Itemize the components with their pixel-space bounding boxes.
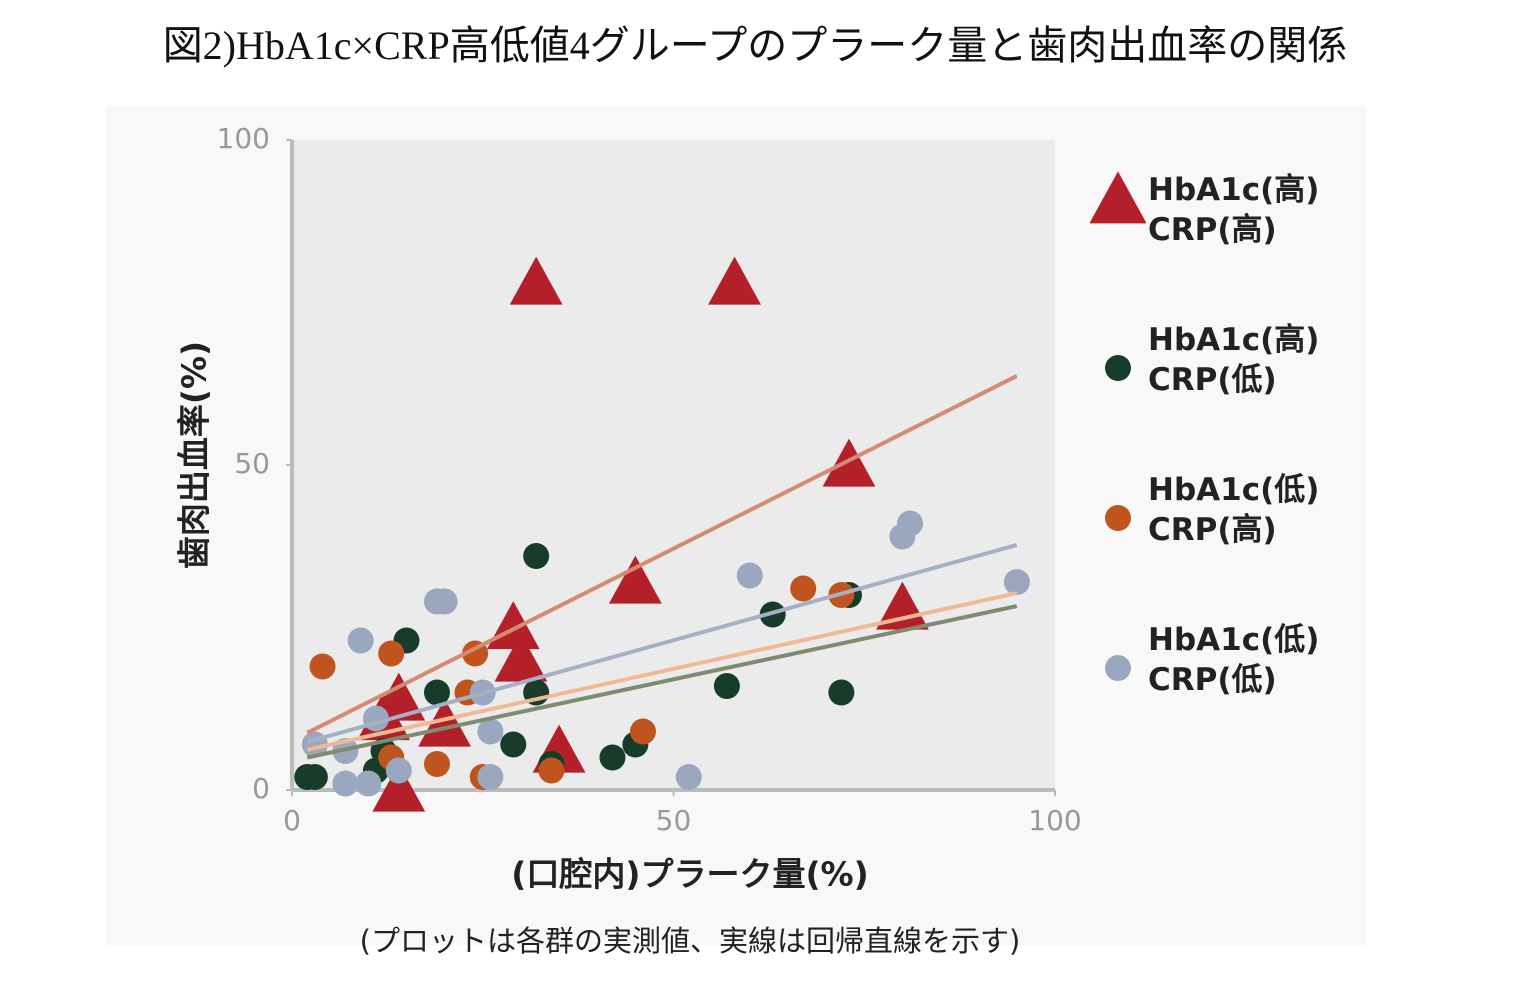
marker xyxy=(431,588,458,615)
marker xyxy=(538,757,565,784)
marker xyxy=(897,510,924,537)
regression-line xyxy=(306,374,1018,735)
marker xyxy=(355,770,382,797)
x-axis-label: (口腔内)プラーク量(%) xyxy=(511,855,868,894)
x-tick-label: 100 xyxy=(1028,804,1081,837)
marker xyxy=(500,731,527,758)
legend-symbol xyxy=(1105,355,1131,381)
marker xyxy=(347,627,374,654)
legend-symbol xyxy=(1105,505,1131,531)
legend-label: HbA1c(高) CRP(低) xyxy=(1148,322,1320,398)
caption: (プロットは各群の実測値、実線は回帰直線を示す) xyxy=(360,924,1021,958)
marker xyxy=(372,763,426,812)
marker xyxy=(736,562,763,589)
marker xyxy=(494,633,548,682)
x-tick-label: 0 xyxy=(283,804,301,837)
marker xyxy=(629,718,656,745)
x-tick-label: 50 xyxy=(656,804,692,837)
marker xyxy=(423,679,450,706)
marker xyxy=(378,640,405,667)
marker xyxy=(675,764,702,790)
legend-marker xyxy=(1105,505,1131,531)
legend-item: HbA1c(低) CRP(低) xyxy=(1090,620,1390,770)
marker xyxy=(790,575,817,602)
legend-label: HbA1c(高) CRP(高) xyxy=(1148,172,1320,248)
marker xyxy=(1003,569,1030,595)
marker xyxy=(477,764,504,790)
marker xyxy=(418,698,471,747)
marker xyxy=(309,653,336,680)
legend-symbol xyxy=(1090,171,1146,224)
marker xyxy=(523,543,550,569)
regression-line xyxy=(306,543,1018,744)
marker xyxy=(477,718,504,745)
legend-marker xyxy=(1105,355,1131,381)
marker xyxy=(423,751,450,777)
marker xyxy=(599,744,626,771)
y-axis-label: 歯肉出血率(%) xyxy=(175,341,214,569)
y-tick-label: 50 xyxy=(234,447,270,480)
marker xyxy=(708,256,761,305)
chart-title: 図2)HbA1c×CRP高低値4グループのプラーク量と歯肉出血率の関係 xyxy=(163,23,1348,68)
regression-line xyxy=(306,591,1018,752)
legend-marker xyxy=(1090,171,1146,224)
marker xyxy=(608,555,662,604)
plot-background xyxy=(292,140,1055,790)
legend-item: HbA1c(高) CRP(高) xyxy=(1090,170,1390,320)
marker xyxy=(828,679,855,706)
marker xyxy=(301,764,328,790)
marker xyxy=(713,673,740,699)
legend-label: HbA1c(低) CRP(低) xyxy=(1148,622,1320,698)
marker xyxy=(876,581,929,630)
y-tick-label: 0 xyxy=(252,772,270,805)
legend: HbA1c(高) CRP(高) HbA1c(高) CRP(低) HbA1c(低) C… xyxy=(1090,170,1390,770)
y-tick-label: 100 xyxy=(217,122,270,155)
legend-symbol xyxy=(1105,655,1131,681)
marker xyxy=(332,770,359,797)
legend-marker xyxy=(1105,655,1131,681)
legend-item: HbA1c(高) CRP(低) xyxy=(1090,320,1390,470)
marker xyxy=(385,757,412,784)
legend-item: HbA1c(低) CRP(高) xyxy=(1090,470,1390,620)
regression-line xyxy=(306,604,1018,760)
marker xyxy=(509,256,563,305)
legend-label: HbA1c(低) CRP(高) xyxy=(1148,472,1320,548)
